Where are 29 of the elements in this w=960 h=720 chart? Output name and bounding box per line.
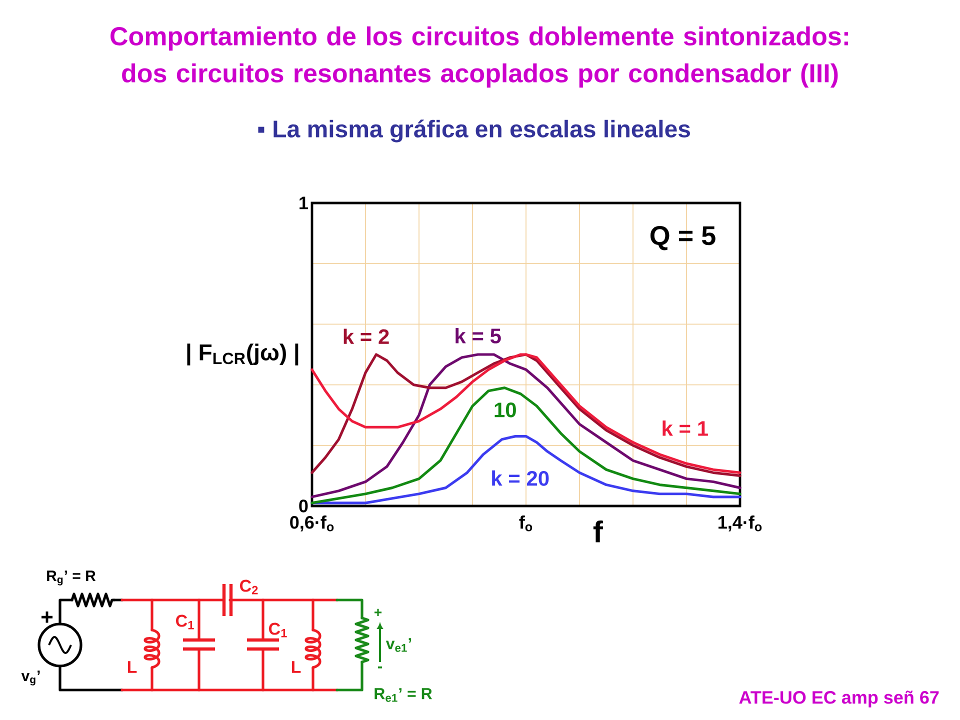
- series-label: k = 2: [344, 328, 389, 344]
- text: +: [374, 608, 382, 616]
- series-label: k = 20: [492, 470, 549, 486]
- series-label: 10: [494, 402, 516, 418]
- y-tick-label: 1: [300, 196, 308, 210]
- x-tick-label: f$_{o}$: [519, 516, 532, 532]
- text: R$_{e1}$’ = R: [374, 688, 432, 702]
- text: R$_{g}$’ = R: [47, 570, 96, 586]
- text: +: [42, 612, 53, 623]
- chart-subtitle: ▪ La misma gráfica en escalas lineales: [258, 120, 690, 142]
- x-tick-label: 0,6·f$_{o}$: [290, 516, 334, 532]
- text: C$_{1}$: [176, 614, 194, 630]
- text: C$_{1}$: [269, 622, 287, 638]
- chart-title: Comportamiento de los circuitos doblemente sintonizados: dos circuitos resonantes acoplados por condensador (III): [110, 26, 848, 88]
- line-series: [310, 435, 742, 504]
- annotation: Q = 5: [650, 226, 716, 250]
- x-tick-label: 1,4·f$_{o}$: [718, 516, 762, 532]
- y-axis-title: | F$_{LCR}$(jω) |: [187, 344, 298, 366]
- text: v$_{g}$’: [21, 670, 40, 686]
- text: L: [292, 661, 301, 673]
- text: C$_{2}$: [240, 580, 258, 594]
- text: ATE-UO EC amp señ 67: [739, 690, 939, 708]
- text: v$_{e1}$’: [386, 638, 412, 652]
- series-label: k = 5: [456, 328, 501, 344]
- series-label: k = 1: [662, 420, 708, 436]
- text: -: [378, 666, 382, 668]
- text: L: [128, 661, 137, 673]
- y-tick-label: 0: [299, 500, 308, 512]
- x-axis-title: f: [593, 520, 603, 542]
